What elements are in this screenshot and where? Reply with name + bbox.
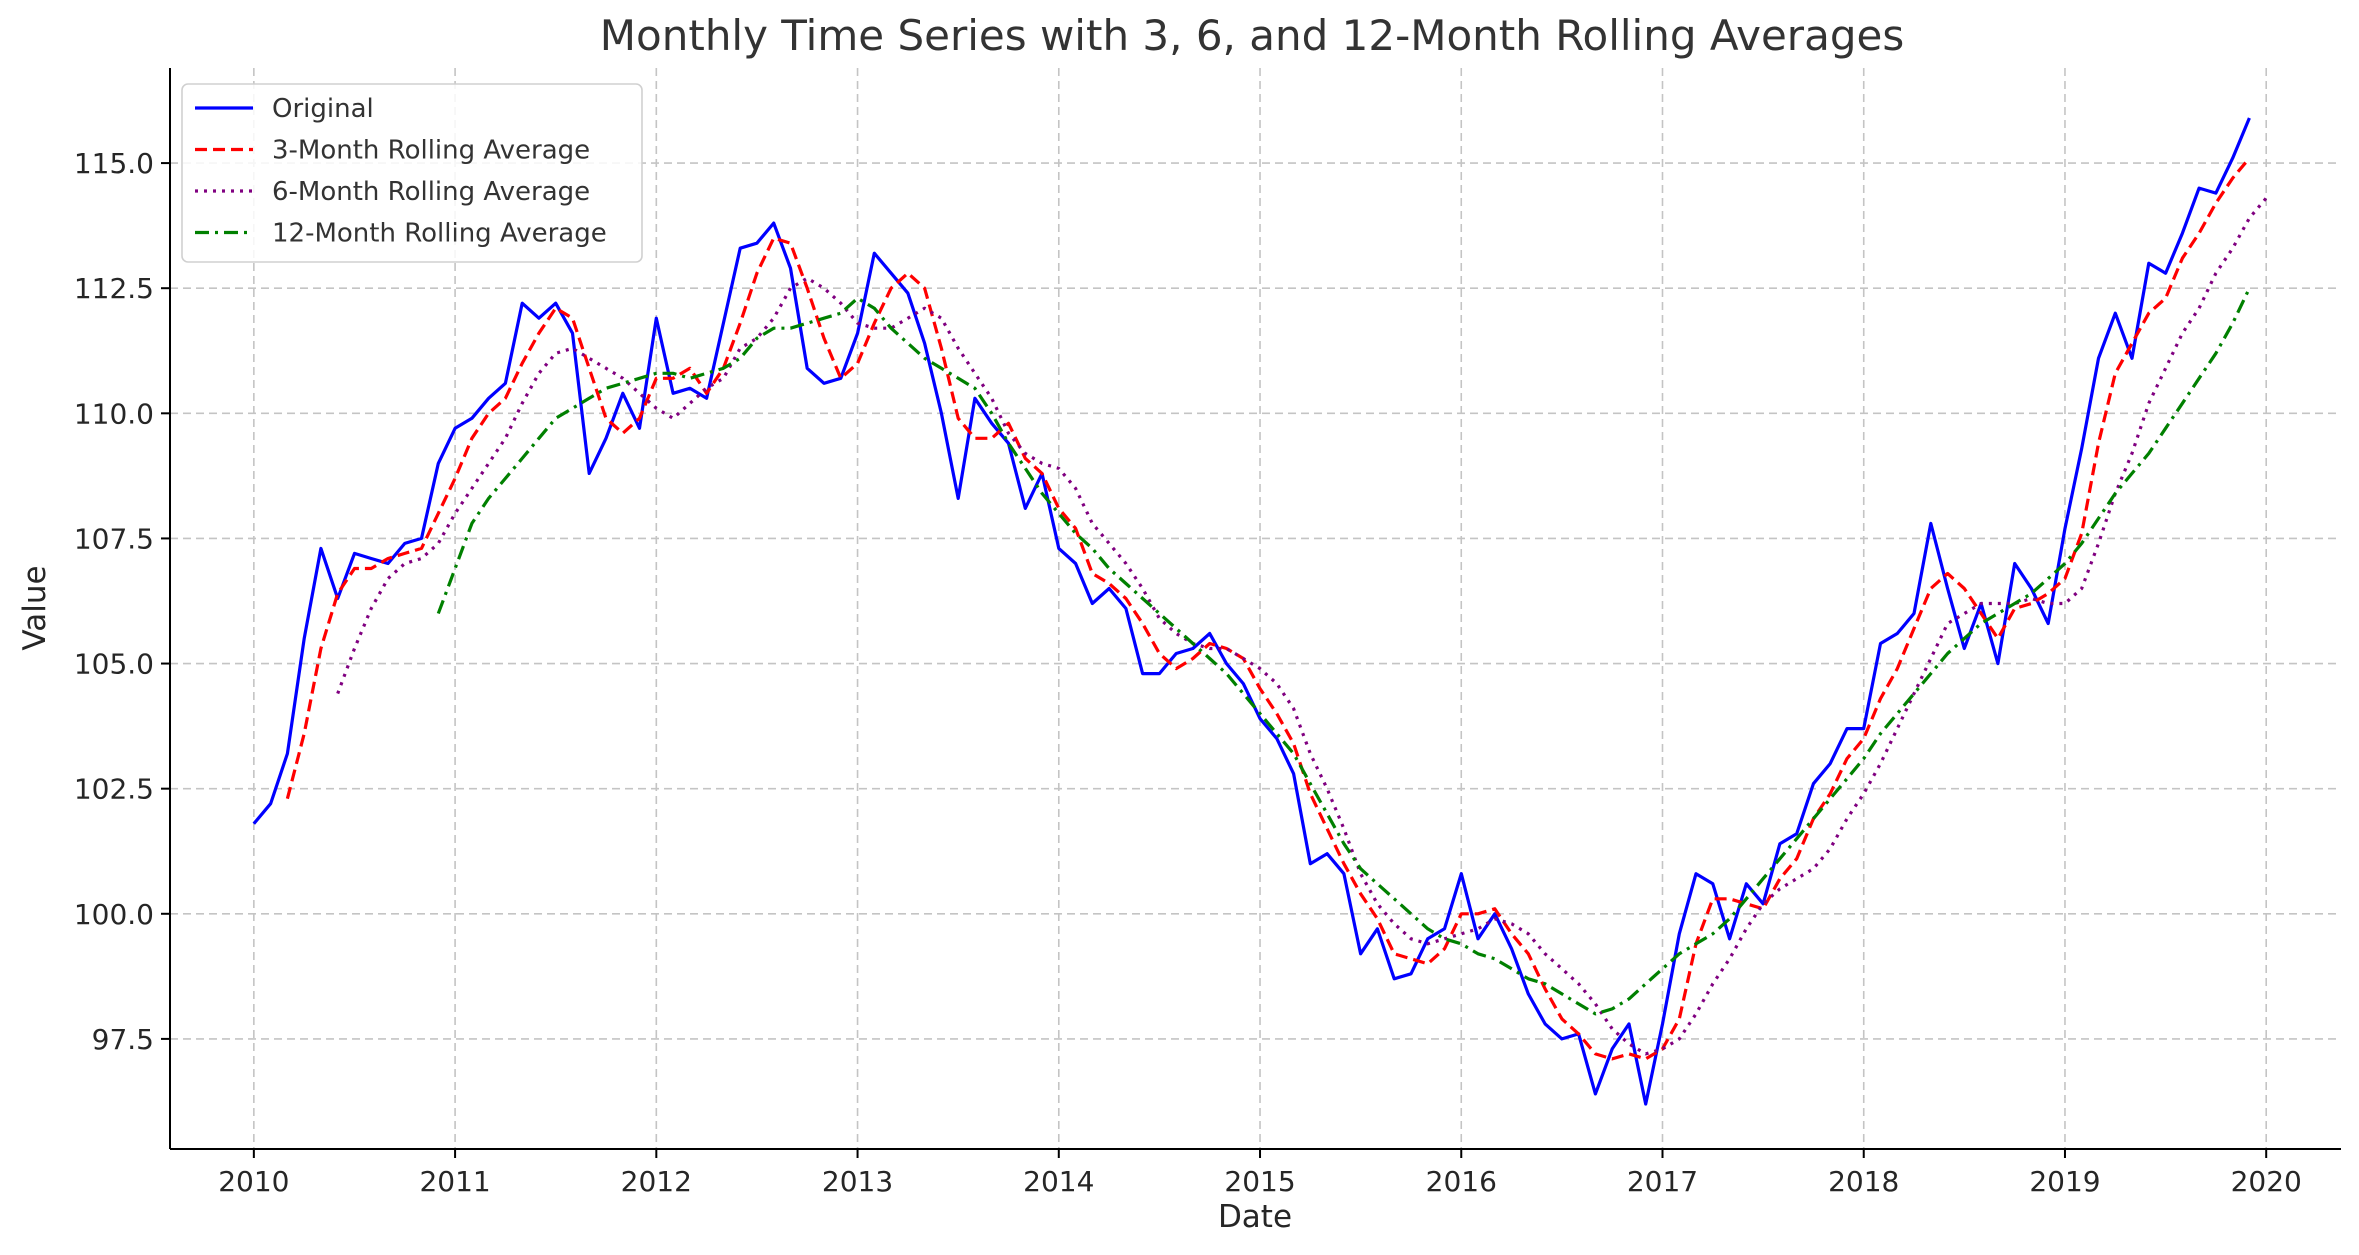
x-tick-label: 2013 [822, 1165, 893, 1198]
legend-label: 3-Month Rolling Average [272, 136, 590, 166]
x-tick-label: 2015 [1224, 1165, 1295, 1198]
legend-label: 12-Month Rolling Average [272, 219, 607, 249]
axes-spines [169, 68, 2341, 1150]
chart-title: Monthly Time Series with 3, 6, and 12-Mo… [600, 11, 1904, 60]
x-tick-label: 2011 [419, 1165, 490, 1198]
y-tick-label: 100.0 [74, 898, 154, 931]
y-axis-ticks: 97.5 100.0 102.5 105.0 107.5 110.0 112.5 115.0 [74, 147, 170, 1056]
x-axis-ticks: 2010 2011 2012 2013 2014 2015 2016 2017 2018 2019… [218, 1149, 2302, 1198]
x-tick-label: 2020 [2231, 1165, 2302, 1198]
y-tick-label: 105.0 [74, 648, 154, 681]
series-line-3-month-rolling-average [285, 157, 2251, 1061]
y-tick-label: 115.0 [74, 147, 154, 180]
x-tick-label: 2014 [1023, 1165, 1094, 1198]
y-tick-label: 112.5 [74, 272, 154, 305]
y-tick-label: 97.5 [92, 1023, 154, 1056]
y-tick-label: 102.5 [74, 773, 154, 806]
legend: Original 3-Month Rolling Average 6-Month R… [181, 83, 643, 263]
series-line-12-month-rolling-average [436, 287, 2251, 1016]
y-axis-label: Value [17, 565, 53, 650]
legend-label: 6-Month Rolling Average [272, 177, 590, 207]
y-tick-label: 107.5 [74, 522, 154, 555]
legend-box [181, 83, 643, 263]
x-tick-label: 2010 [218, 1165, 289, 1198]
x-tick-label: 2018 [1828, 1165, 1899, 1198]
grid [170, 68, 2341, 1149]
x-tick-label: 2016 [1426, 1165, 1497, 1198]
y-tick-label: 110.0 [74, 397, 154, 430]
series-line-6-month-rolling-average [336, 197, 2268, 1056]
series-line-original [252, 117, 2251, 1106]
x-tick-label: 2019 [2029, 1165, 2100, 1198]
x-tick-label: 2012 [621, 1165, 692, 1198]
x-tick-label: 2017 [1627, 1165, 1698, 1198]
x-axis-label: Date [1218, 1199, 1292, 1235]
legend-label: Original [272, 94, 374, 124]
series-lines [252, 117, 2268, 1106]
